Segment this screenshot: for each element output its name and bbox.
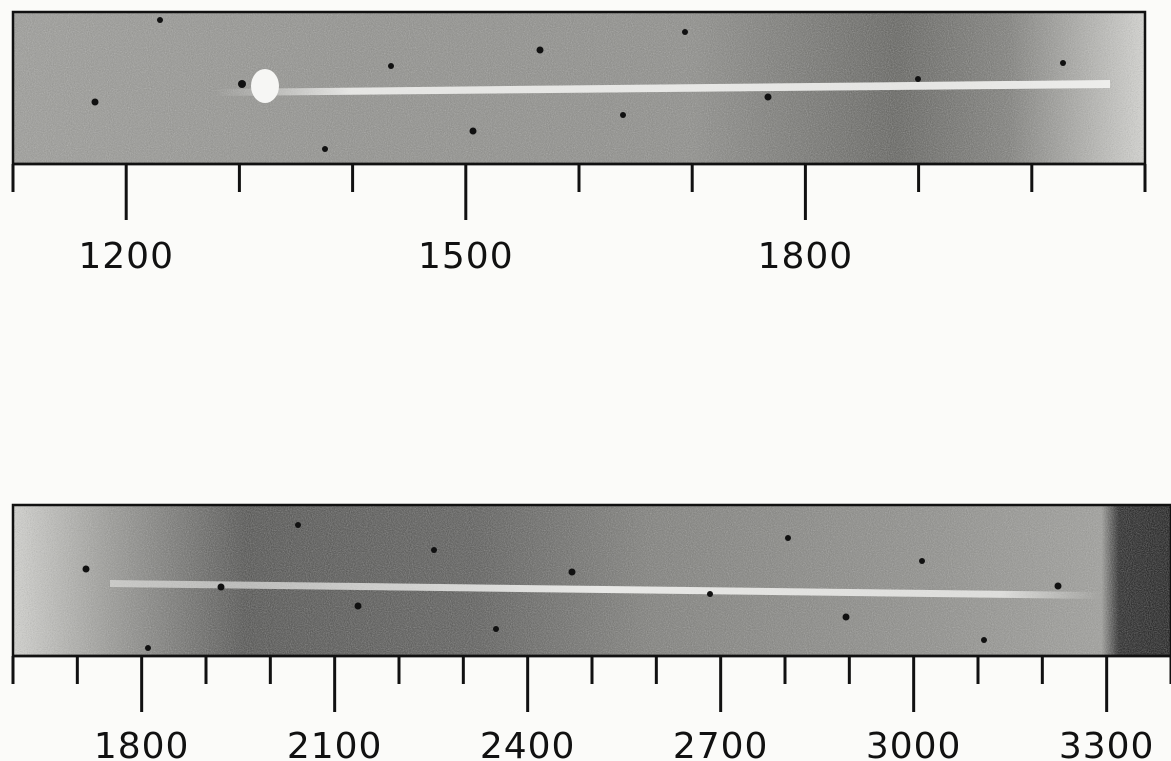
bottom-tick-label-2100: 2100 (287, 726, 383, 761)
bottom-tick-label-2400: 2400 (480, 726, 576, 761)
top-plate-specks (91, 17, 1066, 152)
bottom-spectrum-panel: 1800 2100 2400 2700 3000 3300 (11, 503, 1171, 761)
bottom-plate-grain (13, 505, 1171, 656)
bottom-tick-label-3300: 3300 (1059, 726, 1155, 761)
top-tick-label-1500: 1500 (418, 236, 514, 277)
top-tick-label-1200: 1200 (78, 236, 174, 277)
bottom-plate-specks (82, 522, 1062, 651)
top-bright-spot (251, 69, 279, 103)
bottom-wavelength-axis: 1800 2100 2400 2700 3000 3300 (11, 654, 1171, 761)
bottom-tick-label-2700: 2700 (673, 726, 769, 761)
top-spectrum-panel: 1200 1500 1800 (11, 10, 1147, 277)
top-wavelength-axis: 1200 1500 1800 (11, 162, 1147, 277)
bottom-spectrum-trace (110, 580, 1100, 599)
bottom-tick-label-3000: 3000 (866, 726, 962, 761)
bottom-tick-label-1800: 1800 (94, 726, 190, 761)
top-tick-label-1800: 1800 (758, 236, 854, 277)
top-spectrum-trace (215, 80, 1110, 96)
